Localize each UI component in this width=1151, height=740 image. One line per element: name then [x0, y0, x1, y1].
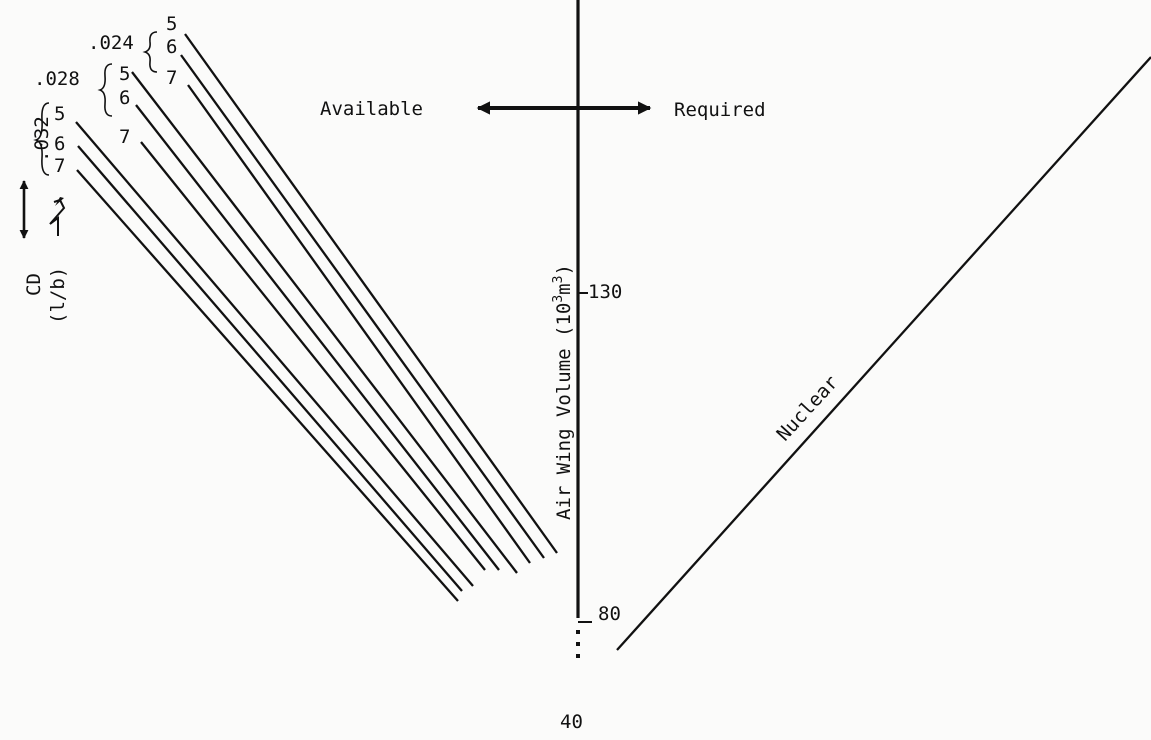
lb-label-cd032-6: 6	[54, 133, 65, 155]
lb-direction-arrow	[49, 198, 66, 236]
line-cd028-lb7	[140, 141, 486, 571]
cd-032-label: .032	[31, 116, 53, 162]
cd-axis-label: CD	[23, 273, 45, 296]
page-number: 40	[560, 711, 583, 733]
lb-label-cd024-6: 6	[166, 36, 177, 58]
cd-024-label: .024	[88, 32, 134, 54]
axis-dotted-end	[576, 630, 580, 658]
brace-cd032	[33, 102, 50, 176]
tick-130-label: 130	[588, 281, 622, 303]
lb-axis-label: (l/b)	[47, 267, 69, 324]
lb-label-cd028-5: 5	[119, 63, 130, 85]
line-cd024-lb5	[184, 33, 558, 554]
nuclear-label: Nuclear	[772, 371, 842, 445]
tick-80-label: 80	[598, 603, 621, 625]
lb-label-cd028-7: 7	[119, 126, 130, 148]
required-label: Required	[674, 99, 766, 121]
line-cd032-lb7	[76, 169, 459, 602]
lb-label-cd024-7: 7	[166, 67, 177, 89]
brace-cd024	[142, 31, 158, 73]
line-cd032-lb6	[77, 145, 463, 592]
lb-label-cd032-7: 7	[54, 155, 65, 177]
lb-label-cd032-5: 5	[54, 103, 65, 125]
line-cd028-lb6	[135, 104, 500, 571]
brace-cd028	[97, 63, 113, 117]
line-cd032-lb5	[75, 121, 474, 587]
volume-axis-label: Air Wing Volume (103m3)	[551, 264, 575, 520]
line-cd028-lb5	[131, 71, 518, 574]
line-cd024-lb6	[180, 54, 545, 559]
line-cd024-lb7	[187, 84, 531, 564]
lb-label-cd028-6: 6	[119, 87, 130, 109]
lb-label-cd024-5: 5	[166, 13, 177, 35]
nuclear-line	[616, 56, 1151, 651]
cd-028-label: .028	[34, 68, 80, 90]
lb-direction-arrowhead	[55, 197, 64, 206]
available-label: Available	[320, 98, 423, 120]
